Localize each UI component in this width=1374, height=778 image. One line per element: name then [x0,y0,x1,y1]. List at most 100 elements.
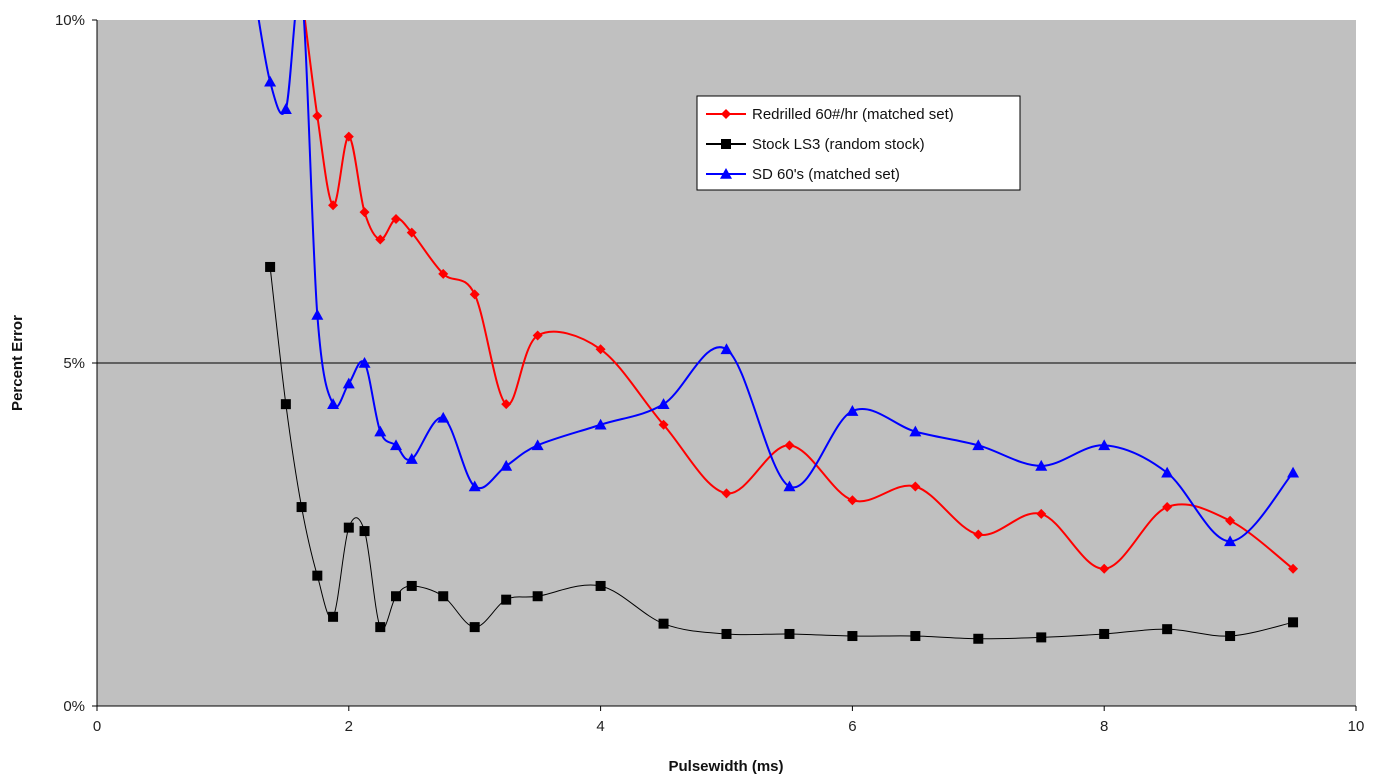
legend-swatch-marker [720,168,732,179]
data-point [312,111,323,122]
data-point [264,75,277,87]
x-tick-label: 8 [1100,718,1108,735]
data-point [595,580,606,591]
data-point [1162,502,1173,513]
data-point [406,227,417,238]
data-point [500,459,513,471]
data-point [595,344,606,355]
data-point [1099,563,1110,574]
series-line [303,20,1294,570]
data-point [343,131,354,142]
data-point [1098,439,1111,451]
x-tick-label: 2 [345,718,353,735]
data-point [280,399,291,410]
data-point [721,488,732,499]
data-point [657,398,670,409]
data-point [973,529,984,540]
data-point [1288,563,1299,574]
data-point [1225,631,1236,642]
legend-box [696,95,1021,191]
data-point [501,399,512,410]
data-point [375,622,386,633]
legend-label: SD 60's (matched set) [752,166,900,183]
data-point [909,425,922,437]
data-point [312,570,323,581]
data-point [342,377,355,389]
data-point [405,453,418,464]
legend-swatch-marker [721,139,731,149]
y-axis-title: Percent Error [9,315,26,411]
data-point [327,398,340,409]
data-point [910,631,921,642]
data-point [469,289,480,300]
data-point [910,481,921,492]
data-point [438,268,449,279]
data-point [343,522,354,533]
data-point [784,628,795,639]
data-point [328,200,339,211]
tick-layer: 0 2 4 6 8 10 0% 5% 10% [55,12,1364,735]
legend-swatch-marker [721,109,731,119]
data-point [390,439,403,451]
data-point [658,618,669,629]
series-stock-ls3-random-stock [265,261,1299,644]
data-point [658,419,669,430]
series-layer [257,20,1300,644]
data-point [846,405,859,416]
legend-entry: Redrilled 60#/hr (matched set) [706,106,954,123]
data-point [328,611,339,622]
legend-entry: SD 60's (matched set) [706,166,900,183]
data-point [972,439,985,451]
data-point [721,628,732,639]
data-point [1162,624,1173,635]
y-tick-label: 5% [63,355,85,372]
data-point [532,330,543,341]
legend-entry: Stock LS3 (random stock) [706,136,925,153]
legend-label: Redrilled 60#/hr (matched set) [752,106,954,123]
data-point [406,580,417,591]
data-point [847,495,858,506]
data-point [358,357,371,368]
x-tick-label: 4 [596,718,604,735]
data-point [847,631,858,642]
data-point [438,591,449,602]
legend-label: Stock LS3 (random stock) [752,136,925,153]
legend: Redrilled 60#/hr (matched set) Stock LS3 … [696,95,1021,191]
data-point [1099,628,1110,639]
data-point [437,411,450,423]
data-point [311,308,324,320]
data-point [973,633,984,644]
data-point [784,440,795,451]
data-point [532,591,543,602]
data-point [374,425,387,437]
data-point [359,526,370,537]
data-point [468,480,481,492]
data-point [531,439,544,451]
data-point [1225,515,1236,526]
data-point [1035,459,1048,471]
data-point [720,343,733,355]
y-tick-label: 0% [63,698,85,715]
series-sd-60-s-matched-set [257,20,1300,547]
y-tick-label: 10% [55,12,85,29]
data-point [296,502,307,513]
data-point [469,622,480,633]
x-tick-label: 6 [848,718,856,735]
x-axis-title: Pulsewidth (ms) [668,758,783,775]
data-point [391,591,402,602]
data-point [783,480,796,492]
data-point [1224,535,1237,547]
data-point [265,261,276,272]
data-point [501,594,512,605]
data-point [375,234,386,245]
data-point [1287,466,1300,478]
data-point [1036,632,1047,643]
x-tick-label: 0 [93,718,101,735]
data-point [1036,508,1047,519]
series-redrilled-60-hr-matched-set [303,20,1299,574]
data-point [279,103,292,114]
data-point [594,418,607,430]
data-point [1288,617,1299,628]
x-tick-label: 10 [1348,718,1365,735]
